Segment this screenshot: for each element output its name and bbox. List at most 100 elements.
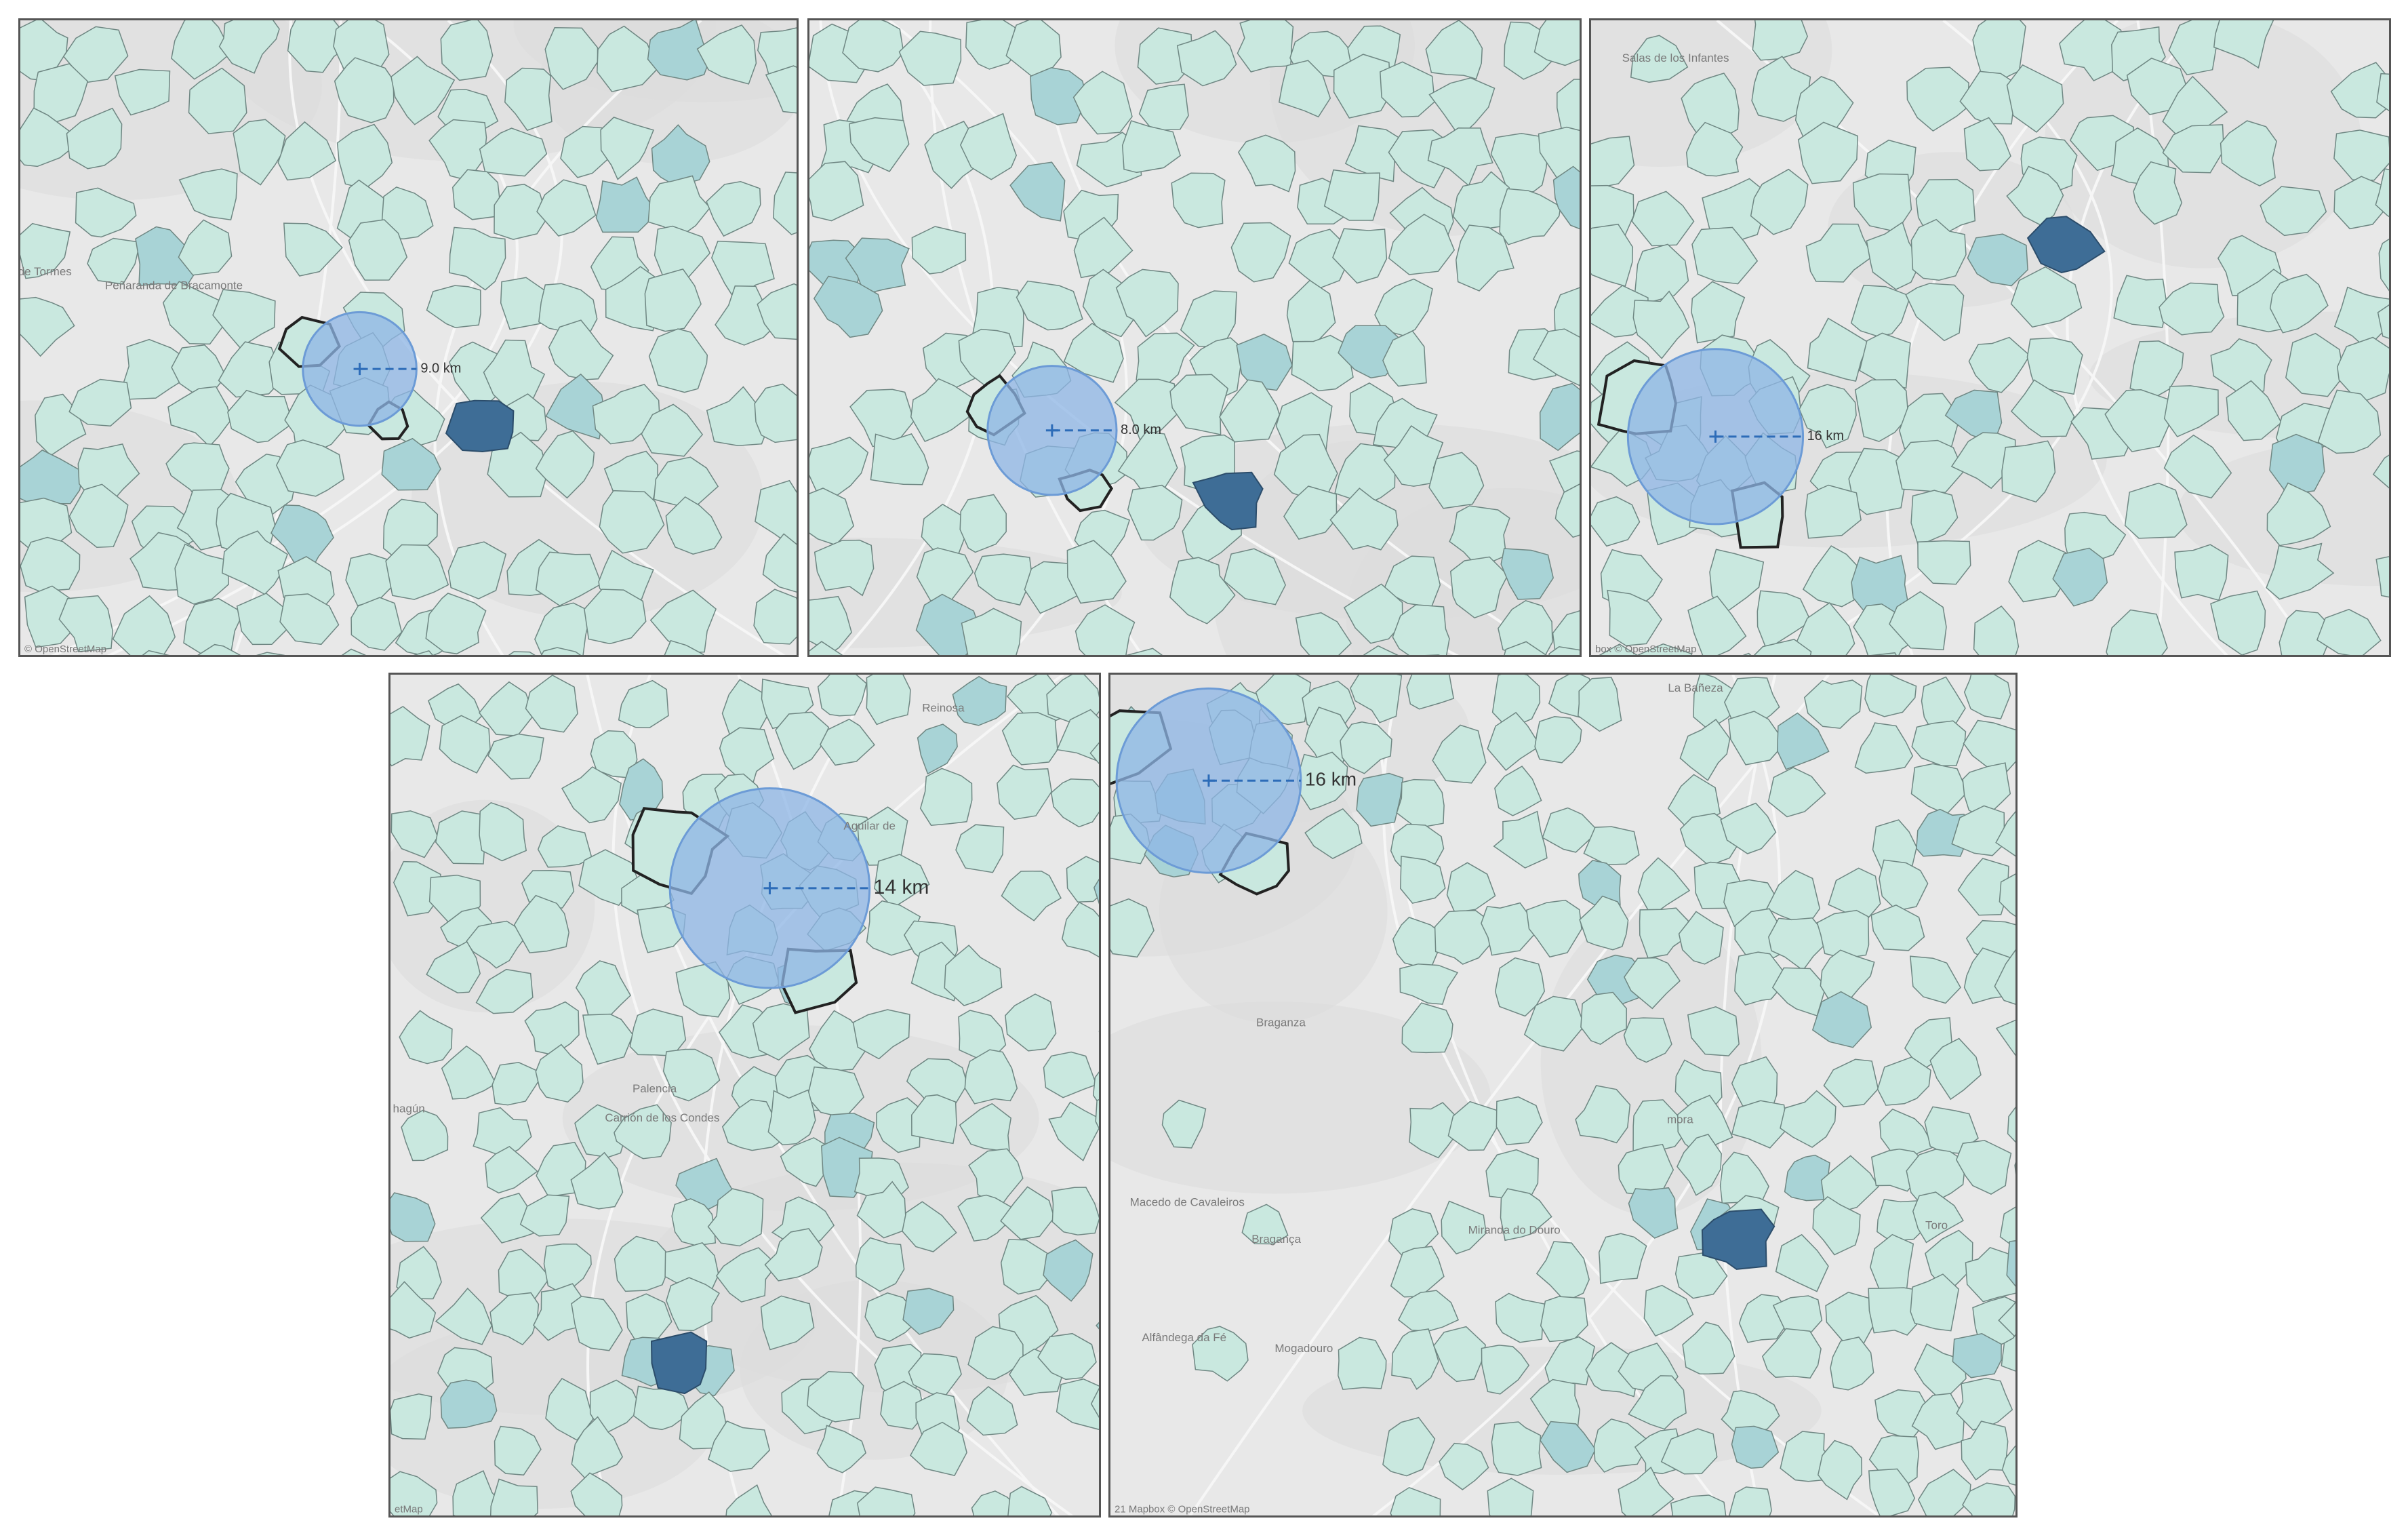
municipality — [2266, 482, 2331, 547]
municipality — [1447, 1100, 1502, 1151]
municipality — [1734, 951, 1788, 1006]
municipality — [1400, 855, 1446, 904]
municipality — [641, 403, 704, 457]
municipality — [1910, 955, 1962, 1004]
municipality — [1911, 1393, 1965, 1450]
municipality — [574, 1104, 633, 1158]
municipality — [1624, 957, 1681, 1010]
place-name: Alfândega da Fé — [1142, 1331, 1227, 1344]
municipality — [1096, 1322, 1099, 1330]
municipality — [755, 480, 797, 549]
municipality — [898, 31, 962, 86]
municipality — [1742, 652, 1752, 656]
municipality — [1964, 675, 2011, 720]
municipality — [1481, 902, 1537, 956]
municipality — [20, 297, 75, 357]
municipality — [1670, 1494, 1727, 1515]
municipality — [348, 219, 408, 281]
municipality — [1956, 1140, 2012, 1195]
municipality — [2269, 433, 2325, 496]
municipality — [489, 1292, 540, 1346]
map-panel: 16 km Salas de los Infantes box © OpenStre… — [1589, 18, 2391, 658]
highlight-region — [1192, 471, 1264, 531]
municipality — [1630, 35, 1689, 83]
place-name: Aguilar de — [843, 820, 896, 833]
map-panel: 9.0 km Peñaranda de Bracamonte de Tormes © … — [18, 18, 799, 658]
municipality — [1910, 490, 1959, 547]
municipality — [1973, 606, 2020, 656]
place-name: Reinosa — [922, 701, 965, 714]
municipality — [1127, 484, 1183, 541]
municipality — [548, 319, 614, 380]
municipality — [1998, 1301, 2016, 1338]
center-mark — [1203, 774, 1216, 787]
municipality — [1540, 1296, 1589, 1343]
municipality — [1100, 1441, 1101, 1486]
municipality — [1917, 540, 1971, 585]
road — [2066, 20, 2229, 656]
municipality — [2162, 124, 2225, 174]
municipality — [1051, 1187, 1099, 1236]
municipality — [1062, 901, 1099, 957]
municipality — [401, 1109, 449, 1162]
municipality — [1363, 645, 1399, 656]
municipality — [1001, 712, 1058, 766]
municipality — [1542, 807, 1600, 853]
municipality — [1583, 826, 1640, 866]
municipality — [381, 438, 442, 491]
municipality — [754, 383, 797, 443]
municipality — [647, 175, 711, 237]
municipality — [1549, 450, 1580, 500]
municipality — [393, 860, 442, 917]
municipality — [814, 275, 883, 338]
municipality — [1628, 1187, 1679, 1239]
attribution: 21 Mapbox © OpenStreetMap — [1115, 1504, 1250, 1515]
municipality — [968, 1148, 1024, 1208]
municipality — [1544, 1336, 1596, 1387]
municipality — [277, 121, 337, 181]
municipality — [413, 650, 434, 656]
municipality — [2011, 379, 2075, 437]
municipality — [2104, 389, 2171, 453]
municipality — [1812, 1196, 1862, 1256]
municipality — [1499, 188, 1562, 245]
municipality — [2375, 556, 2389, 598]
municipality — [452, 1470, 504, 1515]
municipality — [447, 541, 507, 600]
municipality — [2260, 186, 2327, 237]
municipality — [350, 597, 403, 651]
municipality — [575, 960, 632, 1020]
municipality — [614, 1235, 673, 1292]
municipality — [757, 283, 797, 340]
municipality — [1772, 967, 1826, 1017]
municipality — [706, 181, 761, 237]
municipality — [1296, 612, 1352, 656]
municipality — [1830, 1336, 1874, 1391]
municipality — [1279, 60, 1331, 118]
municipality — [494, 184, 548, 241]
municipality — [1324, 169, 1381, 221]
municipality — [1575, 1085, 1631, 1144]
municipality — [1169, 557, 1237, 624]
municipality — [1555, 483, 1580, 538]
municipality — [1818, 1440, 1863, 1501]
municipality — [1557, 79, 1580, 142]
municipality — [966, 1386, 1018, 1436]
municipality — [1110, 898, 1155, 958]
municipality — [1639, 907, 1693, 959]
municipality — [1067, 540, 1127, 604]
municipality — [276, 439, 345, 497]
municipality — [1720, 802, 1777, 854]
municipality — [1536, 1241, 1590, 1303]
municipality — [279, 593, 340, 646]
municipality — [1591, 224, 1634, 287]
municipality — [1686, 121, 1744, 177]
municipality — [1687, 595, 1747, 656]
municipality — [1338, 1336, 1387, 1390]
municipality — [1682, 1322, 1735, 1375]
municipality — [1731, 1425, 1780, 1469]
municipality — [1432, 724, 1487, 784]
municipality — [1637, 857, 1691, 917]
municipality — [1877, 1056, 1932, 1106]
municipality — [1687, 1006, 1740, 1056]
